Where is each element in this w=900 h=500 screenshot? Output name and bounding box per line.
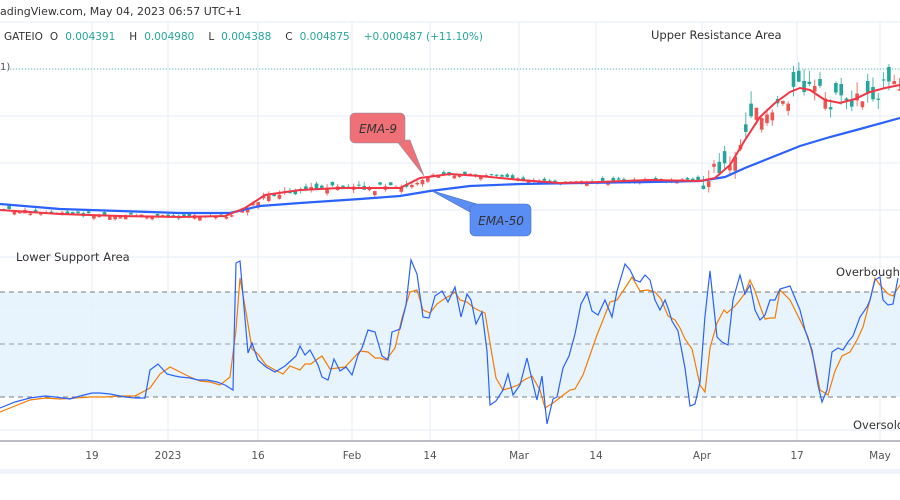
- low-value: L 0.004388: [208, 31, 272, 43]
- indicator-side-label: 1): [0, 62, 11, 73]
- ema50-callout-label: EMA-50: [478, 214, 524, 228]
- time-axis-label: May: [869, 450, 891, 462]
- ema9-line: [0, 84, 900, 219]
- exchange-label: GATEIO: [4, 31, 43, 43]
- high-value: H 0.004980: [129, 31, 195, 43]
- time-axis-label: 16: [251, 450, 265, 462]
- overbought-label: Overbought: [836, 265, 900, 279]
- time-axis-label: 2023: [154, 450, 182, 462]
- ohlc-legend: GATEIO O 0.004391 H 0.004980 L 0.004388 C 0.0048…: [4, 31, 490, 43]
- upper-resistance-label: Upper Resistance Area: [651, 28, 782, 42]
- source-timestamp: adingView.com, May 04, 2023 06:57 UTC+1: [0, 5, 242, 18]
- time-axis-label: 14: [423, 450, 437, 462]
- ema9-callout-label: EMA-9: [359, 122, 397, 136]
- time-axis-label: Mar: [509, 450, 529, 462]
- ema50-line: [0, 116, 900, 215]
- stochastic-d-line: [0, 275, 900, 413]
- time-axis-label: Feb: [342, 450, 362, 462]
- close-value: C 0.004875: [285, 31, 350, 43]
- open-value: O 0.004391: [49, 31, 116, 43]
- lower-support-label: Lower Support Area: [16, 250, 130, 264]
- time-axis-label: 19: [85, 450, 99, 462]
- stochastic-k-line: [0, 257, 899, 425]
- oversold-label: Oversold: [853, 418, 900, 432]
- axis-footer: [0, 469, 900, 474]
- ema9-callout[interactable]: EMA-9: [349, 112, 425, 177]
- time-axis-label: 17: [790, 450, 804, 462]
- change-value: +0.000487 (+11.10%): [363, 31, 483, 43]
- time-axis-label: Apr: [692, 450, 712, 462]
- time-axis-label: 14: [589, 450, 603, 462]
- ema50-callout[interactable]: EMA-50: [429, 189, 532, 237]
